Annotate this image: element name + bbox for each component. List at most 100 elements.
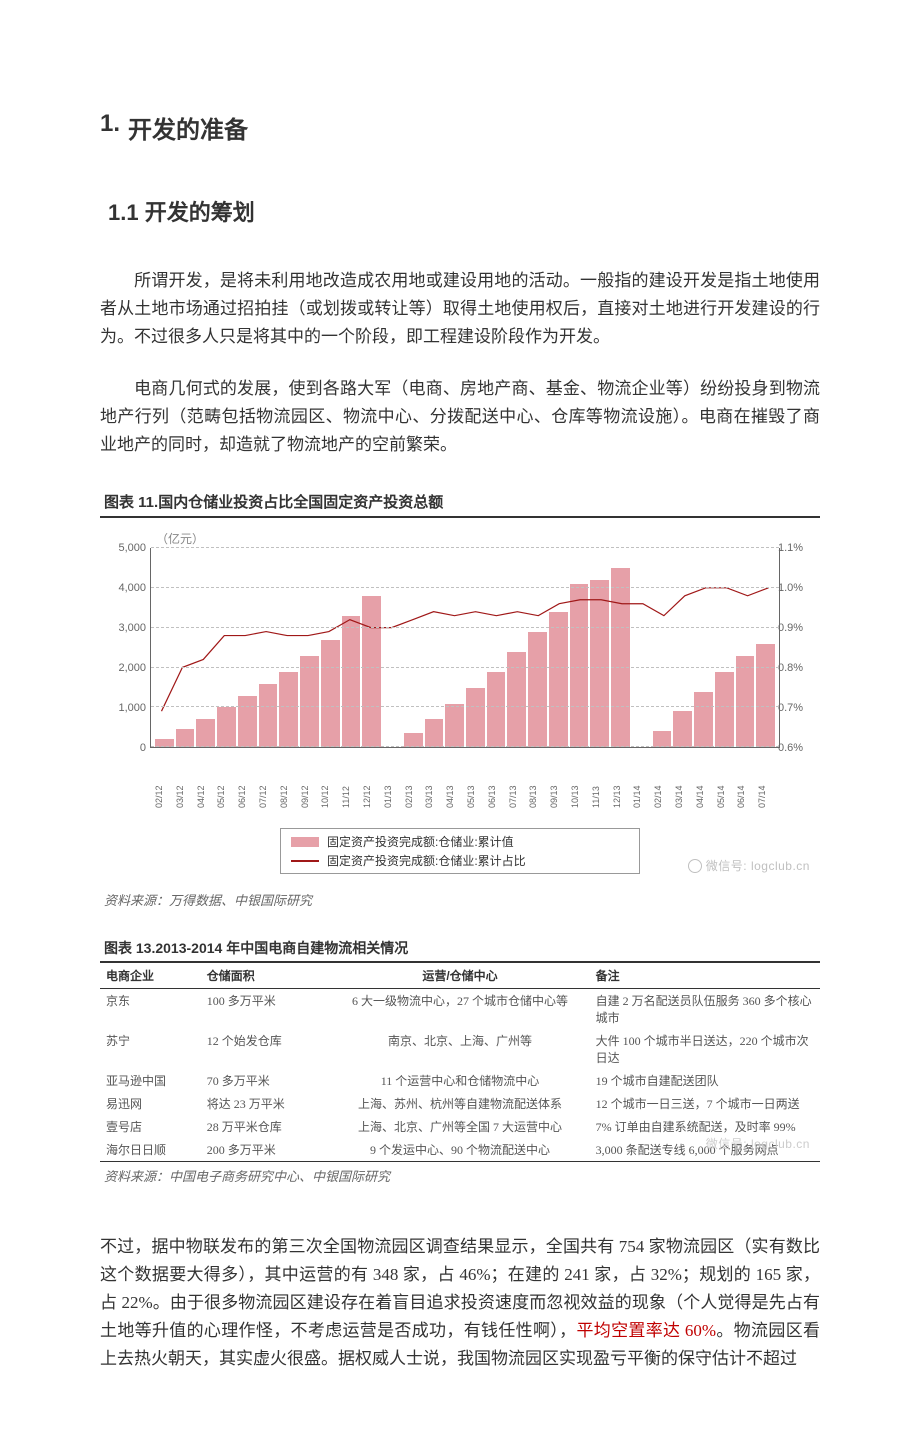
table-row: 京东100 多万平米6 大一级物流中心，27 个城市仓储中心等自建 2 万名配送… xyxy=(100,989,820,1030)
legend-bar-label: 固定资产投资完成额:仓储业:累计值 xyxy=(327,833,514,850)
document-page: 1. 开发的准备 1.1 开发的筹划 所谓开发，是将未利用地改造成农用地或建设用… xyxy=(0,0,920,1434)
x-tick: 06/14 xyxy=(736,750,755,810)
y-left-tick: 0 xyxy=(106,742,146,754)
grid-line xyxy=(151,746,779,747)
x-tick: 01/13 xyxy=(383,750,402,810)
legend-line-swatch xyxy=(291,860,319,862)
table-cell: 海尔日日顺 xyxy=(100,1138,201,1162)
table-header-cell: 备注 xyxy=(590,963,820,989)
table-cell: 易迅网 xyxy=(100,1092,201,1115)
paragraph-1-text: 所谓开发，是将未利用地改造成农用地或建设用地的活动。一般指的建设开发是指土地使用… xyxy=(100,271,820,346)
table-cell: 6 大一级物流中心，27 个城市仓储中心等 xyxy=(330,989,589,1030)
x-tick: 09/13 xyxy=(549,750,568,810)
chart-11-watermark: 微信号: logclub.cn xyxy=(688,857,810,874)
chart-11-area: （亿元） 01,0002,0003,0004,0005,000 0.6%0.7%… xyxy=(100,528,820,818)
table-cell: 28 万平米仓库 xyxy=(201,1115,331,1138)
table-cell: 亚马逊中国 xyxy=(100,1069,201,1092)
x-tick: 05/13 xyxy=(466,750,485,810)
x-tick: 12/12 xyxy=(362,750,381,810)
table-cell: 上海、北京、广州等全国 7 大运营中心 xyxy=(330,1115,589,1138)
y-left-tick: 1,000 xyxy=(106,702,146,714)
table-header-cell: 电商企业 xyxy=(100,963,201,989)
x-tick: 05/14 xyxy=(716,750,735,810)
chart-11-y-left: 01,0002,0003,0004,0005,000 xyxy=(106,548,146,748)
heading-2: 1.1 开发的筹划 xyxy=(100,195,820,227)
paragraph-2-text: 电商几何式的发展，使到各路大军（电商、房地产商、基金、物流企业等）纷纷投身到物流… xyxy=(100,379,820,454)
chart-11-block: 图表 11.国内仓储业投资占比全国固定资产投资总额 （亿元） 01,0002,0… xyxy=(100,487,820,921)
x-tick: 05/12 xyxy=(216,750,235,810)
x-tick: 04/12 xyxy=(196,750,215,810)
table-row: 电商企业仓储面积运营/仓储中心备注 xyxy=(100,963,820,989)
table-cell: 京东 xyxy=(100,989,201,1030)
table-row: 亚马逊中国70 多万平米11 个运营中心和仓储物流中心19 个城市自建配送团队 xyxy=(100,1069,820,1092)
wechat-icon xyxy=(688,859,702,873)
x-tick: 11/13 xyxy=(591,750,610,810)
y-right-tick: 0.9% xyxy=(778,622,818,634)
table-13-watermark: 微信号: logclub.cn xyxy=(706,1135,810,1152)
x-tick: 10/12 xyxy=(320,750,339,810)
x-tick: 02/12 xyxy=(154,750,173,810)
table-13-source: 资料来源：中国电子商务研究中心、中银国际研究 xyxy=(100,1162,820,1185)
x-tick: 12/13 xyxy=(612,750,631,810)
x-tick: 09/12 xyxy=(300,750,319,810)
table-cell: 自建 2 万名配送员队伍服务 360 多个核心城市 xyxy=(590,989,820,1030)
heading-1: 1. 开发的准备 xyxy=(100,110,820,145)
y-left-tick: 2,000 xyxy=(106,662,146,674)
paragraph-3: 不过，据中物联发布的第三次全国物流园区调查结果显示，全国共有 754 家物流园区… xyxy=(100,1233,820,1373)
chart-11-source: 资料来源：万得数据、中银国际研究 xyxy=(100,888,820,911)
table-cell: 70 多万平米 xyxy=(201,1069,331,1092)
x-tick: 07/13 xyxy=(508,750,527,810)
table-header-cell: 运营/仓储中心 xyxy=(330,963,589,989)
paragraph-3-red: 平均空置率达 60% xyxy=(576,1321,716,1340)
table-cell: 苏宁 xyxy=(100,1029,201,1069)
x-tick: 03/13 xyxy=(424,750,443,810)
table-header-cell: 仓储面积 xyxy=(201,963,331,989)
grid-line xyxy=(151,706,779,707)
y-left-tick: 4,000 xyxy=(106,582,146,594)
table-cell: 南京、北京、上海、广州等 xyxy=(330,1029,589,1069)
x-tick: 08/12 xyxy=(279,750,298,810)
table-cell: 壹号店 xyxy=(100,1115,201,1138)
chart-11-legend: 固定资产投资完成额:仓储业:累计值 固定资产投资完成额:仓储业:累计占比 xyxy=(280,828,640,874)
table-cell: 9 个发运中心、90 个物流配送中心 xyxy=(330,1138,589,1162)
x-tick: 06/13 xyxy=(487,750,506,810)
x-tick: 03/14 xyxy=(674,750,693,810)
heading-1-text: 开发的准备 xyxy=(128,110,248,145)
chart-11-unit: （亿元） xyxy=(156,530,204,547)
grid-line xyxy=(151,547,779,548)
x-tick: 03/12 xyxy=(175,750,194,810)
chart-11-x-labels: 02/1203/1204/1205/1206/1207/1208/1209/12… xyxy=(154,750,776,810)
x-tick: 01/14 xyxy=(632,750,651,810)
table-cell: 将达 23 万平米 xyxy=(201,1092,331,1115)
table-13: 电商企业仓储面积运营/仓储中心备注 京东100 多万平米6 大一级物流中心，27… xyxy=(100,963,820,1162)
table-row: 苏宁12 个始发仓库南京、北京、上海、广州等大件 100 个城市半日送达，220… xyxy=(100,1029,820,1069)
y-right-tick: 0.6% xyxy=(778,742,818,754)
x-tick: 07/14 xyxy=(757,750,776,810)
x-tick: 04/13 xyxy=(445,750,464,810)
x-tick: 02/14 xyxy=(653,750,672,810)
y-left-tick: 5,000 xyxy=(106,542,146,554)
x-tick: 07/12 xyxy=(258,750,277,810)
y-right-tick: 1.0% xyxy=(778,582,818,594)
table-cell: 12 个始发仓库 xyxy=(201,1029,331,1069)
x-tick: 10/13 xyxy=(570,750,589,810)
chart-11-plot xyxy=(150,548,780,748)
paragraph-2: 电商几何式的发展，使到各路大军（电商、房地产商、基金、物流企业等）纷纷投身到物流… xyxy=(100,375,820,459)
chart-line-path xyxy=(161,588,768,711)
chart-11-line xyxy=(151,548,779,747)
table-13-wrapper: 电商企业仓储面积运营/仓储中心备注 京东100 多万平米6 大一级物流中心，27… xyxy=(100,963,820,1162)
table-cell: 上海、苏州、杭州等自建物流配送体系 xyxy=(330,1092,589,1115)
table-13-block: 图表 13.2013-2014 年中国电商自建物流相关情况 电商企业仓储面积运营… xyxy=(100,935,820,1185)
grid-line xyxy=(151,627,779,628)
x-tick: 08/13 xyxy=(528,750,547,810)
table-13-title: 图表 13.2013-2014 年中国电商自建物流相关情况 xyxy=(100,935,820,963)
table-cell: 100 多万平米 xyxy=(201,989,331,1030)
grid-line xyxy=(151,667,779,668)
table-row: 易迅网将达 23 万平米上海、苏州、杭州等自建物流配送体系12 个城市一日三送，… xyxy=(100,1092,820,1115)
x-tick: 04/14 xyxy=(695,750,714,810)
table-cell: 200 多万平米 xyxy=(201,1138,331,1162)
y-right-tick: 0.8% xyxy=(778,662,818,674)
x-tick: 06/12 xyxy=(237,750,256,810)
x-tick: 02/13 xyxy=(404,750,423,810)
table-cell: 11 个运营中心和仓储物流中心 xyxy=(330,1069,589,1092)
